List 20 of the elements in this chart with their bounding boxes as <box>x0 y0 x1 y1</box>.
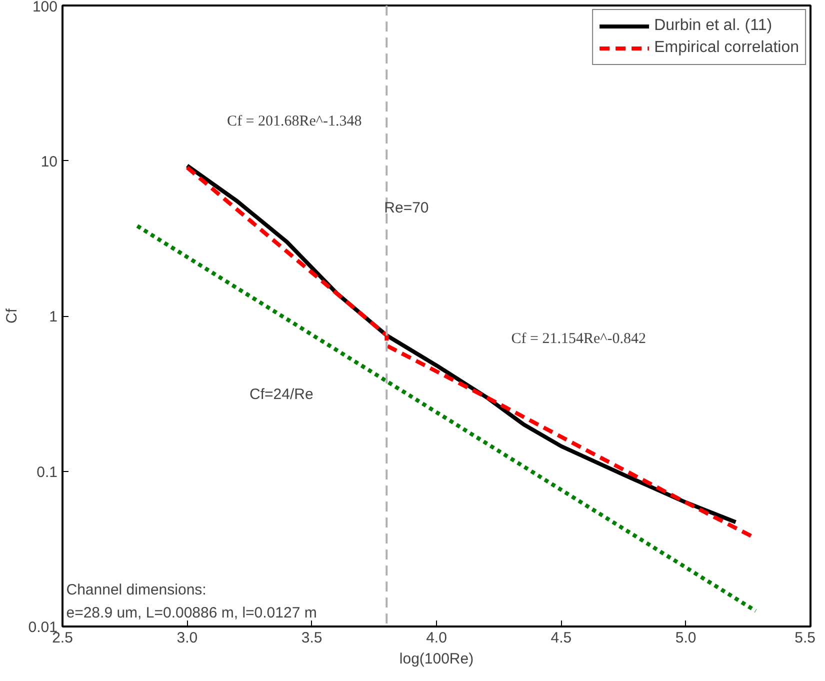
legend-label: Durbin et al. (11) <box>654 17 772 35</box>
y-tick-label: 100 <box>32 0 58 16</box>
annotation: e=28.9 um, L=0.00886 m, l=0.0127 m <box>66 604 317 622</box>
annotation: Cf = 201.68Re^-1.348 <box>227 114 362 130</box>
legend-label: Empirical correlation <box>654 39 799 57</box>
x-axis-title: log(100Re) <box>399 650 474 668</box>
annotation: Cf=24/Re <box>250 386 314 403</box>
y-tick-label: 0.1 <box>36 464 58 481</box>
y-axis-title: Cf <box>3 308 20 324</box>
x-tick-label: 4.5 <box>550 630 572 646</box>
y-tick-label: 1 <box>49 308 58 326</box>
annotation: Channel dimensions: <box>66 582 206 599</box>
y-tick-label: 10 <box>40 153 58 170</box>
x-tick-label: 5.0 <box>675 630 696 646</box>
x-tick-label: 3.5 <box>301 630 322 646</box>
annotation: Re=70 <box>384 200 429 217</box>
annotation: Cf = 21.154Re^-0.842 <box>511 331 646 348</box>
x-tick-label: 3.0 <box>176 630 198 646</box>
x-tick-label: 4.0 <box>426 630 447 646</box>
x-tick-label: 5.5 <box>794 630 816 646</box>
